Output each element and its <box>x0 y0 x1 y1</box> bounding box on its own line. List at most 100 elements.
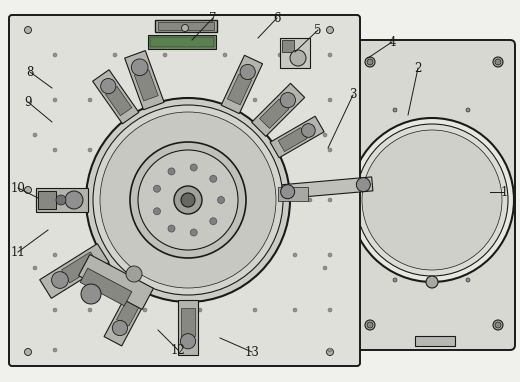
Polygon shape <box>106 86 132 116</box>
Circle shape <box>198 173 202 177</box>
Circle shape <box>24 186 32 194</box>
Bar <box>148 35 216 49</box>
Bar <box>158 22 214 30</box>
Polygon shape <box>116 293 143 326</box>
Circle shape <box>280 92 295 108</box>
Circle shape <box>293 98 297 102</box>
Circle shape <box>367 322 373 328</box>
Bar <box>36 188 88 212</box>
Circle shape <box>365 320 375 330</box>
Bar <box>150 37 214 47</box>
Circle shape <box>327 348 333 356</box>
Circle shape <box>328 198 332 202</box>
Circle shape <box>33 133 37 137</box>
Bar <box>280 38 310 68</box>
Circle shape <box>181 193 195 207</box>
Text: 4: 4 <box>388 36 396 49</box>
Text: 3: 3 <box>349 89 357 102</box>
Circle shape <box>493 57 503 67</box>
Circle shape <box>393 278 397 282</box>
Polygon shape <box>134 70 158 101</box>
Circle shape <box>93 105 283 295</box>
Circle shape <box>168 225 175 232</box>
Polygon shape <box>227 74 252 105</box>
Circle shape <box>153 208 161 215</box>
Circle shape <box>495 322 501 328</box>
Circle shape <box>302 124 315 138</box>
Circle shape <box>86 98 290 302</box>
Circle shape <box>143 228 147 232</box>
Circle shape <box>53 308 57 312</box>
Polygon shape <box>62 252 99 283</box>
Circle shape <box>198 228 202 232</box>
Circle shape <box>88 148 92 152</box>
Circle shape <box>51 272 68 288</box>
Circle shape <box>223 53 227 57</box>
Circle shape <box>24 348 32 356</box>
Circle shape <box>356 124 508 276</box>
Circle shape <box>168 168 175 175</box>
Circle shape <box>328 348 332 352</box>
Circle shape <box>56 195 66 205</box>
Circle shape <box>53 253 57 257</box>
Circle shape <box>495 59 501 65</box>
Circle shape <box>198 253 202 257</box>
Circle shape <box>323 266 327 270</box>
Circle shape <box>53 53 57 57</box>
Circle shape <box>290 50 306 66</box>
Circle shape <box>101 79 116 94</box>
Circle shape <box>180 333 196 349</box>
Polygon shape <box>278 128 307 152</box>
Circle shape <box>53 198 57 202</box>
Text: 10: 10 <box>10 181 25 194</box>
Bar <box>282 40 294 52</box>
Circle shape <box>198 98 202 102</box>
Circle shape <box>130 142 246 258</box>
Text: 13: 13 <box>244 345 259 358</box>
Circle shape <box>367 59 373 65</box>
Circle shape <box>253 308 257 312</box>
Circle shape <box>53 98 57 102</box>
Circle shape <box>143 253 147 257</box>
Text: 8: 8 <box>27 65 34 78</box>
Text: 6: 6 <box>273 11 281 24</box>
Circle shape <box>466 108 470 112</box>
Circle shape <box>293 308 297 312</box>
Polygon shape <box>104 283 150 346</box>
Circle shape <box>253 98 257 102</box>
Circle shape <box>73 198 77 202</box>
Text: 5: 5 <box>314 24 322 37</box>
Circle shape <box>253 253 257 257</box>
Polygon shape <box>259 99 289 128</box>
Circle shape <box>350 118 514 282</box>
Circle shape <box>65 191 83 209</box>
Circle shape <box>240 65 255 79</box>
Circle shape <box>132 59 148 76</box>
Circle shape <box>113 53 117 57</box>
Circle shape <box>143 173 147 177</box>
Circle shape <box>356 178 370 192</box>
Circle shape <box>278 53 282 57</box>
Circle shape <box>88 198 92 202</box>
FancyBboxPatch shape <box>350 40 515 350</box>
Text: 2: 2 <box>414 62 422 74</box>
Polygon shape <box>282 177 373 199</box>
Bar <box>415 336 455 346</box>
Polygon shape <box>54 193 80 207</box>
Circle shape <box>53 348 57 352</box>
Circle shape <box>53 148 57 152</box>
Circle shape <box>88 98 92 102</box>
Circle shape <box>112 320 127 336</box>
Circle shape <box>362 130 502 270</box>
Bar <box>38 191 56 209</box>
Circle shape <box>153 185 161 192</box>
FancyBboxPatch shape <box>9 15 360 366</box>
Circle shape <box>327 186 333 194</box>
Circle shape <box>328 98 332 102</box>
Circle shape <box>253 173 257 177</box>
Circle shape <box>393 108 397 112</box>
Circle shape <box>24 26 32 34</box>
Circle shape <box>138 150 238 250</box>
Circle shape <box>210 218 217 225</box>
Text: 11: 11 <box>10 246 25 259</box>
